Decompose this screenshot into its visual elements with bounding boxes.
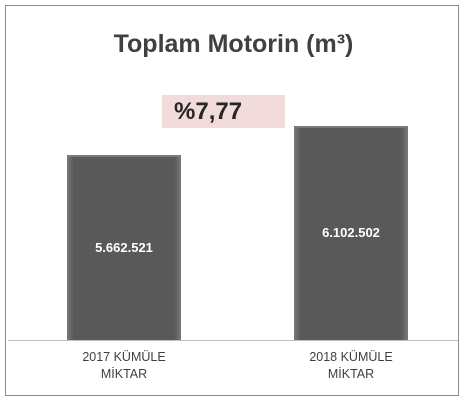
chart-title: Toplam Motorin (m³) [113,30,354,58]
bar [294,126,408,340]
data-label: 6.102.502 [322,225,380,241]
baseline [8,340,458,341]
bar [67,155,181,340]
data-label: 5.662.521 [95,239,153,255]
x-tick-label: 2018 KÜMÜLE MİKTAR [309,350,393,381]
annotation: %7,77 [162,95,285,128]
chart-frame [5,5,459,396]
x-tick-label: 2017 KÜMÜLE MİKTAR [82,350,166,381]
